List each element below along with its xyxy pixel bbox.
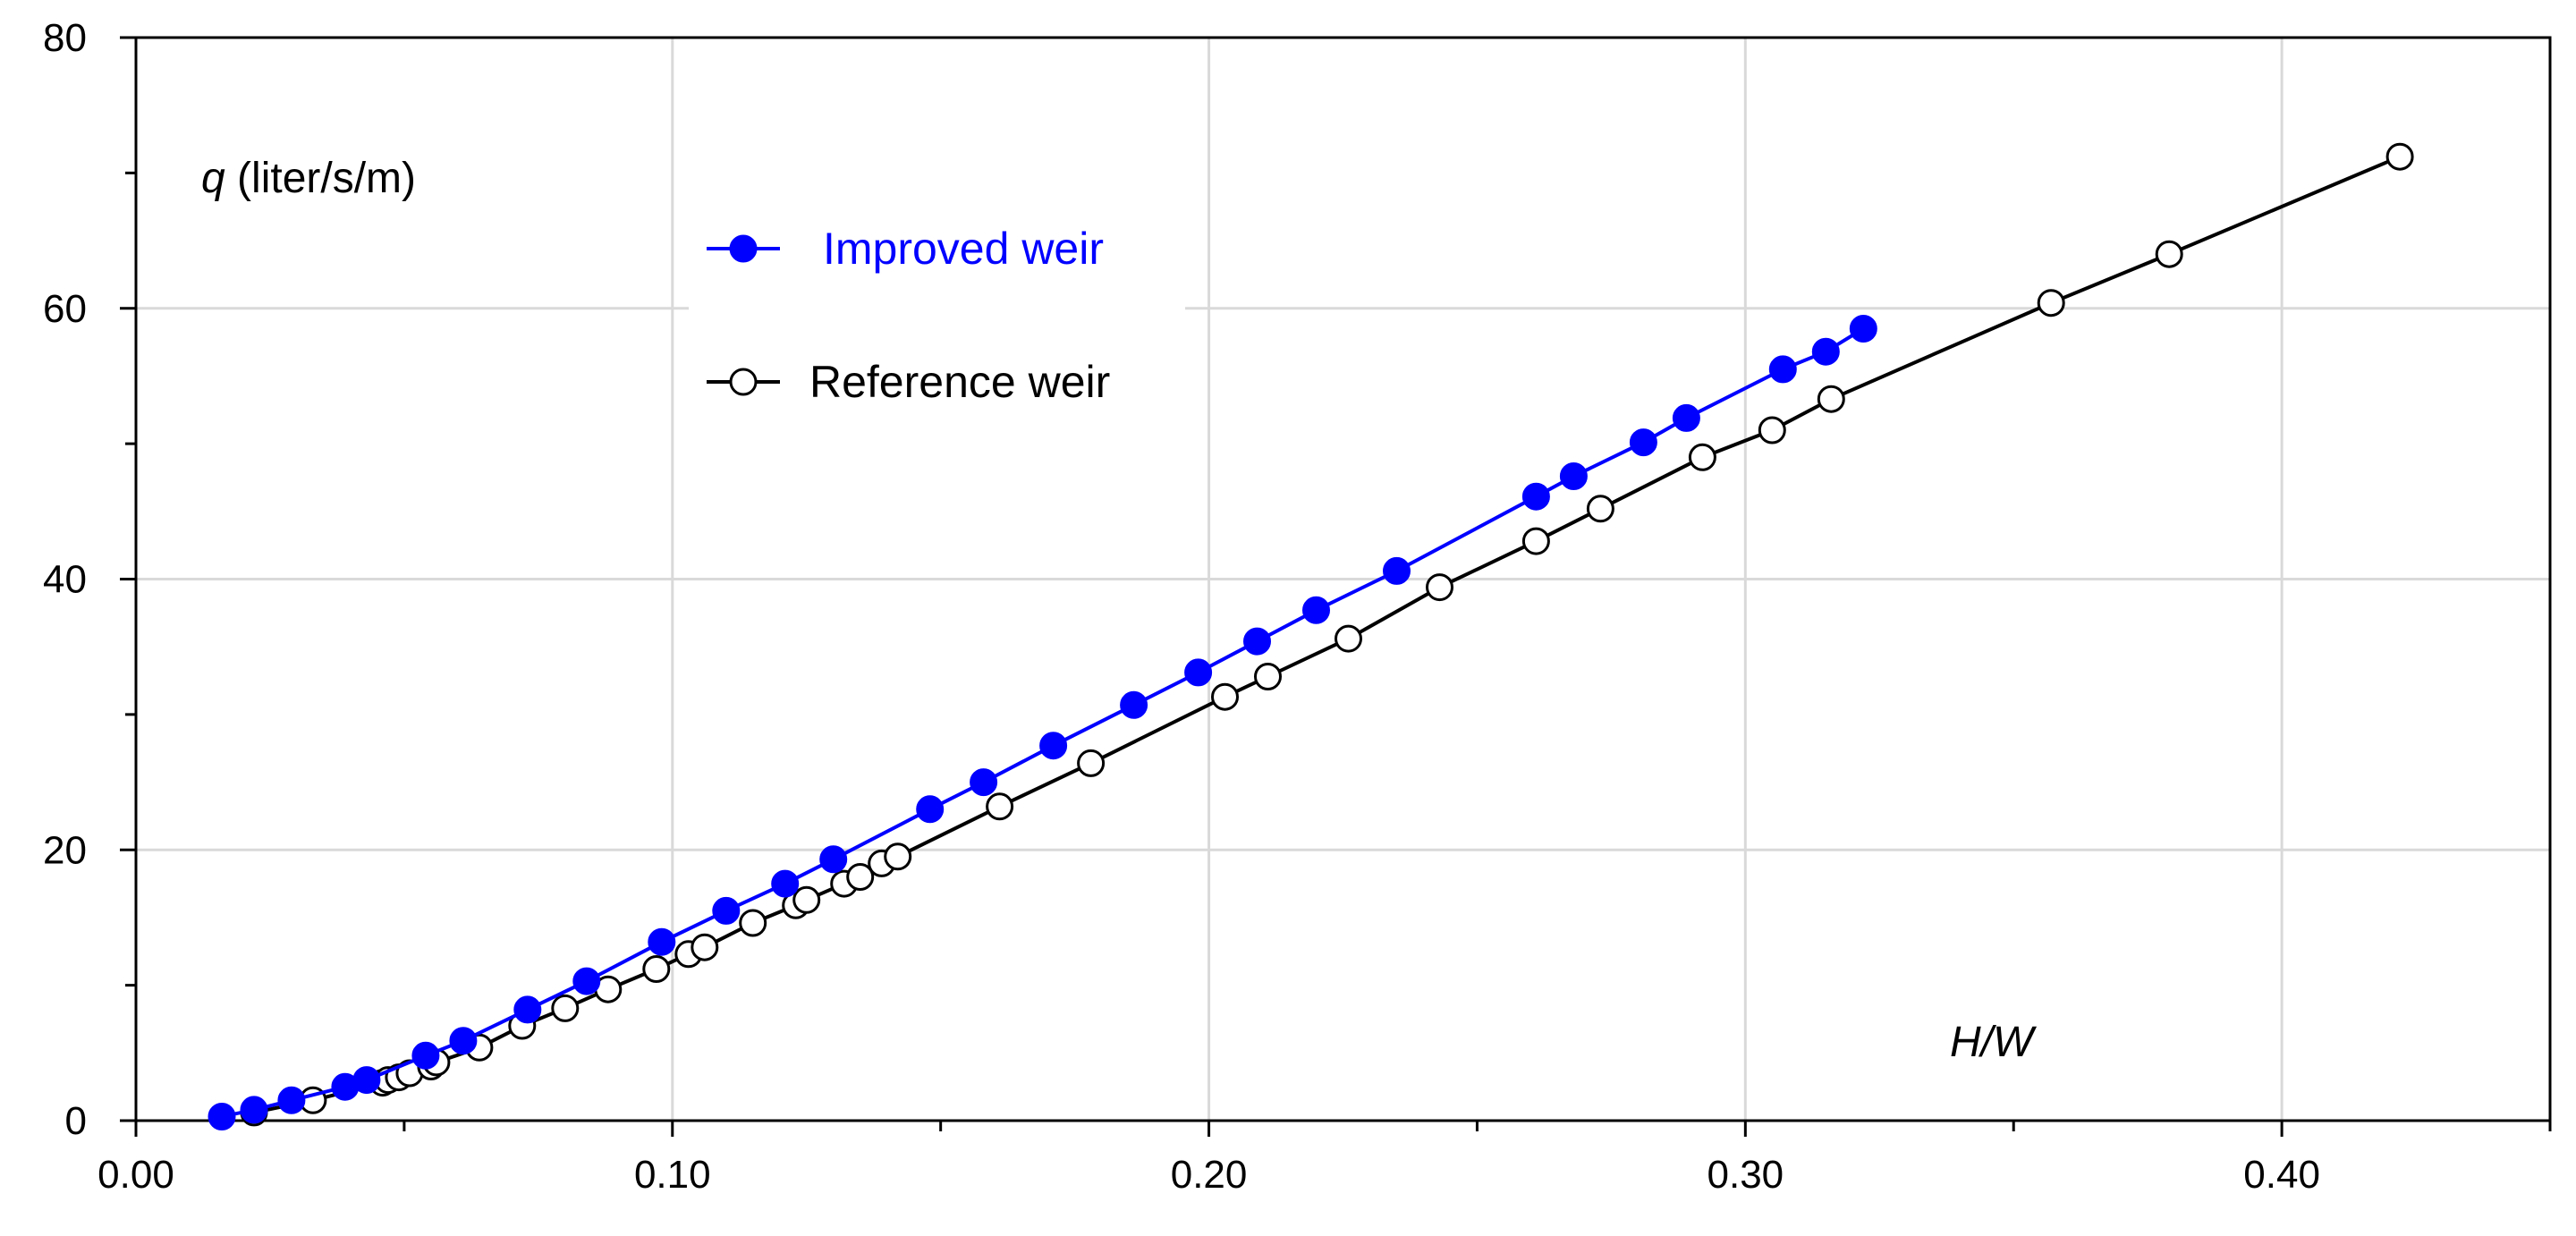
data-point-improved-weir [572, 967, 601, 995]
ticks: 0.00 0.10 0.20 0.30 0.40 0 20 40 60 80 [43, 16, 2552, 1197]
grid [136, 38, 2550, 1121]
y-axis-label: q (liter/s/m) [201, 155, 416, 202]
legend: Improved weir Reference weir [707, 224, 1110, 407]
data-point-improved-weir [1120, 690, 1148, 719]
y-tick-label: 40 [43, 558, 87, 602]
data-point-reference-weir [846, 863, 875, 891]
data-point-improved-weir [1811, 337, 1840, 366]
data-point-improved-weir [1039, 732, 1068, 760]
data-point-reference-weir [2385, 142, 2414, 171]
data-point-reference-weir [1254, 663, 1282, 690]
data-point-improved-weir [712, 896, 741, 925]
data-point-improved-weir [277, 1086, 306, 1114]
y-tick-label: 60 [43, 287, 87, 331]
legend-marker-reference-weir [729, 368, 758, 396]
data-point-reference-weir [884, 842, 912, 871]
data-point-improved-weir [1302, 596, 1330, 624]
data-point-improved-weir [1629, 428, 1657, 457]
y-tick-label: 80 [43, 16, 87, 60]
data-point-improved-weir [1521, 482, 1550, 511]
legend-box [689, 201, 1185, 425]
x-tick-label: 0.20 [1171, 1153, 1248, 1197]
data-point-reference-weir [1521, 527, 1550, 555]
x-tick-label: 0.00 [97, 1153, 174, 1197]
y-axis-unit: (liter/s/m) [225, 155, 416, 202]
data-point-reference-weir [1335, 624, 1362, 653]
data-point-improved-weir [1184, 658, 1213, 687]
data-point-improved-weir [449, 1027, 478, 1055]
data-point-reference-weir [1426, 573, 1453, 602]
data-point-reference-weir [2037, 289, 2065, 317]
data-point-reference-weir [551, 994, 580, 1022]
data-point-improved-weir [819, 845, 848, 874]
data-point-reference-weir [642, 955, 671, 983]
data-point-improved-weir [771, 869, 800, 898]
data-point-improved-weir [1383, 556, 1411, 585]
data-point-improved-weir [411, 1041, 440, 1070]
data-point-improved-weir [513, 995, 542, 1024]
data-point-improved-weir [1243, 627, 1271, 656]
data-point-reference-weir [1211, 682, 1239, 711]
y-tick-label: 20 [43, 828, 87, 872]
data-point-reference-weir [1817, 385, 1845, 413]
data-point-improved-weir [970, 768, 998, 797]
data-point-reference-weir [986, 792, 1014, 821]
data-point-improved-weir [1672, 403, 1700, 432]
series-line-improved-weir [221, 326, 1865, 1119]
x-tick-label: 0.10 [634, 1153, 711, 1197]
data-point-improved-weir [1849, 315, 1877, 343]
data-point-reference-weir [1586, 495, 1614, 523]
y-tick-label: 0 [65, 1099, 87, 1143]
legend-label-reference-weir: Reference weir [809, 357, 1110, 407]
x-axis-label: H/W [1950, 1019, 2038, 1066]
x-tick-label: 0.30 [1707, 1153, 1784, 1197]
legend-item-reference-weir: Reference weir [707, 357, 1110, 407]
data-point-improved-weir [208, 1103, 236, 1130]
legend-label-improved-weir: Improved weir [823, 224, 1104, 274]
data-point-reference-weir [2155, 240, 2183, 268]
legend-marker-improved-weir [729, 234, 758, 263]
data-point-reference-weir [1077, 749, 1106, 777]
data-point-reference-weir [739, 909, 767, 937]
y-axis-variable: q [201, 155, 225, 202]
data-point-improved-weir [1768, 355, 1797, 384]
data-point-reference-weir [792, 885, 821, 914]
data-point-reference-weir [1688, 443, 1716, 471]
data-point-improved-weir [648, 927, 676, 956]
data-point-improved-weir [352, 1066, 381, 1095]
data-point-reference-weir [1758, 416, 1786, 444]
series-layer [208, 142, 2414, 1130]
data-point-improved-weir [916, 795, 945, 824]
data-point-reference-weir [691, 933, 719, 961]
data-point-improved-weir [1559, 462, 1588, 490]
legend-item-improved-weir: Improved weir [707, 224, 1104, 274]
data-point-improved-weir [240, 1096, 268, 1124]
x-tick-label: 0.40 [2243, 1153, 2320, 1197]
